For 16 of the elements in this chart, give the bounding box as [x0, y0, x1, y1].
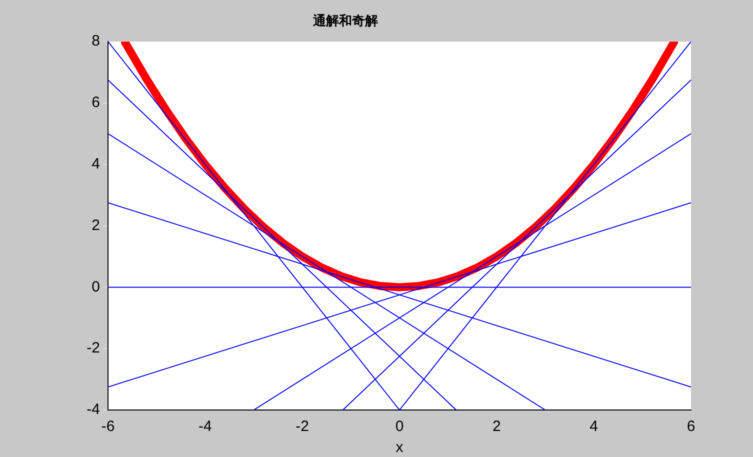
y-tick-label: 4: [92, 156, 100, 173]
x-tick-label: -2: [296, 418, 310, 436]
x-tick-label: -4: [198, 418, 212, 436]
x-tick-label: 6: [686, 418, 696, 436]
y-tick-label: -4: [86, 401, 100, 418]
x-axis-title: x: [396, 439, 404, 456]
y-tick-label: 6: [92, 94, 100, 112]
x-tick-label: 0: [395, 418, 404, 436]
y-tick-label: 8: [92, 32, 100, 50]
y-tick-label: 0: [92, 278, 100, 296]
x-tick-label: -6: [101, 418, 115, 436]
x-tick-label: 2: [492, 418, 501, 436]
chart-title: 通解和奇解: [312, 13, 378, 30]
x-tick-label: 4: [590, 418, 598, 436]
y-tick-label: -2: [86, 340, 100, 357]
y-tick-label: 2: [92, 216, 100, 234]
